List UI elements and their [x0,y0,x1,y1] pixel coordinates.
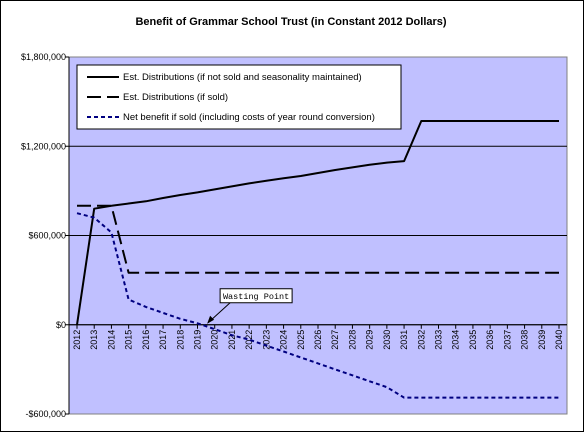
x-tick-label: 2025 [296,330,306,350]
y-tick-label: $0 [56,320,66,330]
x-tick-label: 2015 [124,330,134,350]
x-tick-label: 2024 [279,330,289,350]
y-tick-label: $1,200,000 [21,141,66,151]
x-tick-label: 2020 [210,330,220,350]
x-tick-label: 2022 [244,330,254,350]
x-tick-label: 2012 [72,330,82,350]
x-tick-label: 2027 [330,330,340,350]
x-tick-label: 2039 [537,330,547,350]
x-tick-label: 2016 [141,330,151,350]
legend-entry-1: Est. Distributions (if not sold and seas… [123,72,362,83]
chart-title: Benefit of Grammar School Trust (in Cons… [135,16,446,28]
legend-entry-2: Est. Distributions (if sold) [123,92,228,103]
x-tick-label: 2017 [158,330,168,350]
x-tick-label: 2019 [193,330,203,350]
x-tick-label: 2028 [347,330,357,350]
x-tick-label: 2014 [106,330,116,350]
x-tick-label: 2033 [434,330,444,350]
x-tick-label: 2040 [554,330,564,350]
x-tick-label: 2038 [520,330,530,350]
annotation-arrowhead [207,315,215,324]
x-tick-label: 2036 [485,330,495,350]
series-line-3 [76,212,559,399]
legend-box [76,64,402,130]
series-line-2 [77,204,559,274]
x-tick-label: 2030 [382,330,392,350]
x-tick-label: 2034 [451,330,461,350]
x-tick-label: 2023 [261,330,271,350]
x-tick-label: 2013 [89,330,99,350]
x-tick-label: 2032 [416,330,426,350]
series-line-1 [76,120,559,325]
legend-entry-3: Net benefit if sold (including costs of … [123,112,375,123]
x-tick-label: 2035 [468,330,478,350]
y-tick-label: $1,800,000 [21,52,66,62]
y-tick-label: $600,000 [28,231,66,241]
x-tick-label: 2026 [313,330,323,350]
x-tick-label: 2031 [399,330,409,350]
annotation-box [219,288,293,304]
x-tick-label: 2018 [175,330,185,350]
x-tick-label: 2021 [227,330,237,350]
x-tick-label: 2029 [365,330,375,350]
x-tick-label: 2037 [502,330,512,350]
y-tick-label: -$600,000 [25,409,66,419]
annotation-text: Wasting Point [223,292,289,302]
